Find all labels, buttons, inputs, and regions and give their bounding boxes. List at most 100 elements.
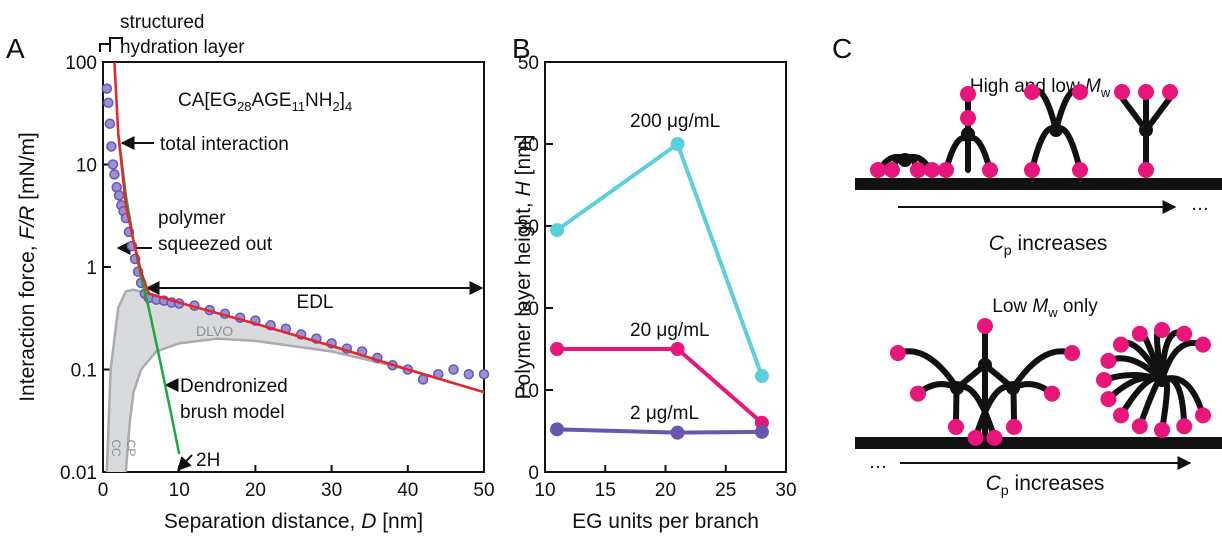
data-point: [463, 368, 475, 380]
end-group: [910, 162, 926, 178]
diagram-label: Low Mw only: [992, 296, 1098, 320]
series-label: 2 μg/mL: [630, 403, 699, 424]
diagram-axis-label-part: p: [1004, 243, 1012, 259]
y-tick-label: 0.1: [71, 361, 97, 382]
end-group: [960, 110, 976, 126]
end-group: [967, 429, 984, 446]
end-group: [1176, 418, 1193, 435]
diagram-label-part: w: [1100, 85, 1111, 100]
end-group: [1176, 325, 1193, 342]
panel-label: C: [832, 33, 852, 64]
compound-label: CA[EG28AGE11NH2]4: [178, 90, 352, 114]
end-group: [1024, 84, 1040, 100]
end-group: [1131, 325, 1148, 342]
annotation: brush model: [180, 402, 285, 423]
compound-label-part: CA[EG: [178, 90, 237, 111]
substrate: [855, 178, 1222, 190]
diagram-axis-label-part: increases: [1009, 472, 1105, 495]
annotation: CP: [124, 440, 138, 457]
dlvo-band: [106, 289, 484, 472]
diagram-label-part: only: [1058, 296, 1099, 317]
x-axis-label: EG units per branch: [572, 510, 759, 533]
compound-label-part: 4: [345, 99, 352, 114]
end-group: [1138, 84, 1154, 100]
end-group: [870, 162, 886, 178]
end-group: [960, 86, 976, 102]
annotation: Dendronized: [180, 376, 288, 397]
branch-point: [1049, 123, 1063, 137]
end-group: [1072, 162, 1088, 178]
y-axis-label-part: H: [512, 180, 535, 196]
end-group: [1154, 422, 1170, 438]
branch-point: [1139, 123, 1153, 137]
end-group: [1100, 391, 1117, 408]
x-axis-label: Separation distance, D [nm]: [164, 510, 423, 533]
data-point: [670, 425, 685, 440]
end-group: [909, 385, 926, 402]
end-group: [1162, 84, 1178, 100]
y-axis-label-part: [nm]: [512, 135, 535, 182]
compound-label-part: 11: [292, 99, 305, 114]
ellipsis: …: [869, 452, 888, 473]
x-tick-label: 25: [715, 480, 736, 501]
end-group: [884, 162, 900, 178]
end-group: [938, 162, 954, 178]
hydration-bracket: [99, 37, 123, 52]
series-line: [116, 133, 181, 455]
diagram-axis-label-part: p: [1001, 483, 1009, 499]
y-tick-label: 0: [528, 463, 539, 484]
compound-label-part: NH: [305, 90, 332, 111]
x-tick-label: 0: [98, 480, 109, 501]
x-tick-label: 15: [595, 480, 616, 501]
data-point: [550, 223, 565, 238]
x-tick-label: 30: [321, 480, 342, 501]
y-axis-label-part: Interaction force,: [16, 240, 39, 402]
y-tick-label: 10: [518, 381, 539, 402]
end-group: [1096, 372, 1112, 388]
diagram-label-part: M: [1085, 76, 1101, 97]
data-point: [106, 141, 117, 152]
compound-label-part: ]: [340, 90, 345, 111]
annotation: polymer: [158, 208, 226, 229]
series-line: [113, 61, 485, 394]
data-point: [448, 364, 459, 375]
y-axis-label-part: Polymer layer height,: [512, 196, 535, 399]
x-axis-label-part: [nm]: [376, 510, 423, 533]
diagram-axis-label-part: C: [986, 472, 1002, 495]
compound-label-part: 2: [332, 99, 339, 114]
series-line: [124, 337, 485, 473]
diagram-label-part: w: [1047, 305, 1058, 320]
diagram-axis-label: Cp increases: [986, 472, 1105, 499]
series-line: [555, 140, 764, 377]
data-point: [670, 137, 685, 151]
substrate: [855, 437, 1222, 449]
series-label: 20 μg/mL: [630, 320, 710, 341]
y-tick-label: 1: [86, 258, 97, 279]
panel-label: A: [6, 33, 25, 64]
x-tick-label: 30: [775, 480, 796, 501]
y-axis-label: Polymer layer height, H [nm]: [512, 135, 535, 400]
data-point: [104, 118, 116, 129]
end-group: [1024, 162, 1040, 178]
plot-frame: [102, 61, 485, 473]
x-tick-label: 20: [245, 480, 266, 501]
x-tick-label: 10: [534, 480, 555, 501]
end-group: [1195, 336, 1212, 353]
data-point: [754, 369, 769, 384]
y-axis-label-part: [mN/m]: [16, 132, 39, 206]
annotation: hydration layer: [120, 37, 245, 58]
x-axis-label-part: EG units per branch: [572, 510, 759, 533]
y-tick-label: 50: [518, 53, 539, 74]
diagram-axis-label: Cp increases: [989, 232, 1108, 259]
end-group: [889, 345, 906, 362]
data-point: [670, 342, 685, 356]
x-tick-label: 10: [169, 480, 190, 501]
panel-label: B: [512, 33, 531, 64]
end-group: [1072, 84, 1088, 100]
end-group: [986, 429, 1003, 446]
data-point: [109, 169, 120, 180]
end-group: [1131, 418, 1148, 435]
x-axis-label-part: D: [361, 510, 376, 533]
end-group: [1138, 162, 1154, 178]
